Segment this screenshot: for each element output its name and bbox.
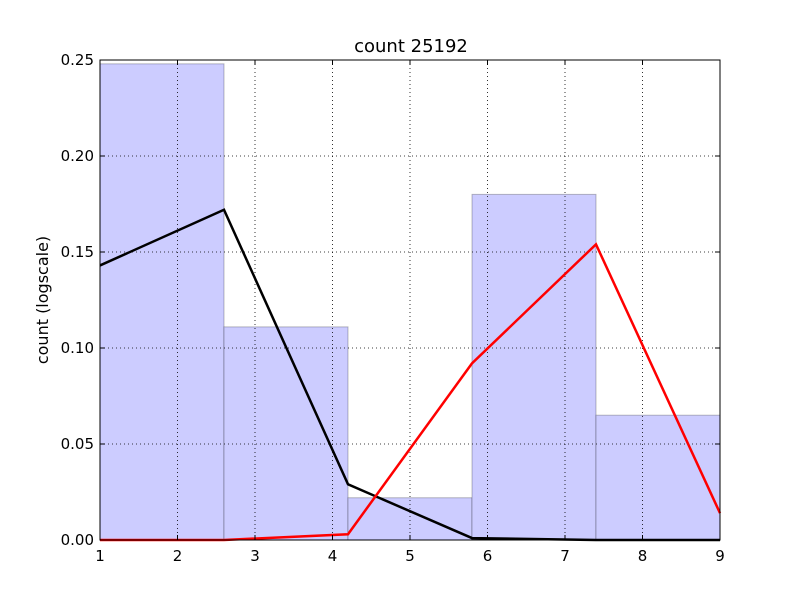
x-tick-label-5: 5 <box>405 547 415 565</box>
bars-layer <box>99 63 721 541</box>
y-axis-label: count (logscale) <box>33 236 52 364</box>
x-tick-label-4: 4 <box>328 547 338 565</box>
x-tick-label-1: 1 <box>95 547 105 565</box>
y-tick-label-1: 0.00 <box>61 531 94 549</box>
x-tick-label-7: 7 <box>560 547 570 565</box>
y-tick-label-2: 0.05 <box>61 435 94 453</box>
x-tick-label-3: 3 <box>250 547 260 565</box>
y-tick-label-6: 0.25 <box>61 51 94 69</box>
histogram-bar-4 <box>471 193 597 541</box>
ticks-layer: 1 2 3 4 5 6 7 8 9 0.00 0.05 0.10 0.15 0.20 0.25 <box>61 51 725 565</box>
y-tick-label-3: 0.10 <box>61 339 94 357</box>
y-tick-label-5: 0.20 <box>61 147 94 165</box>
x-tick-label-9: 9 <box>715 547 725 565</box>
x-tick-label-2: 2 <box>173 547 183 565</box>
x-tick-label-6: 6 <box>483 547 493 565</box>
histogram-bar-2 <box>223 326 349 541</box>
histogram-bar-1 <box>99 63 225 541</box>
chart-title: count 25192 <box>354 36 468 57</box>
x-tick-label-8: 8 <box>638 547 648 565</box>
histogram-bar-5 <box>595 414 721 541</box>
y-tick-label-4: 0.15 <box>61 243 94 261</box>
